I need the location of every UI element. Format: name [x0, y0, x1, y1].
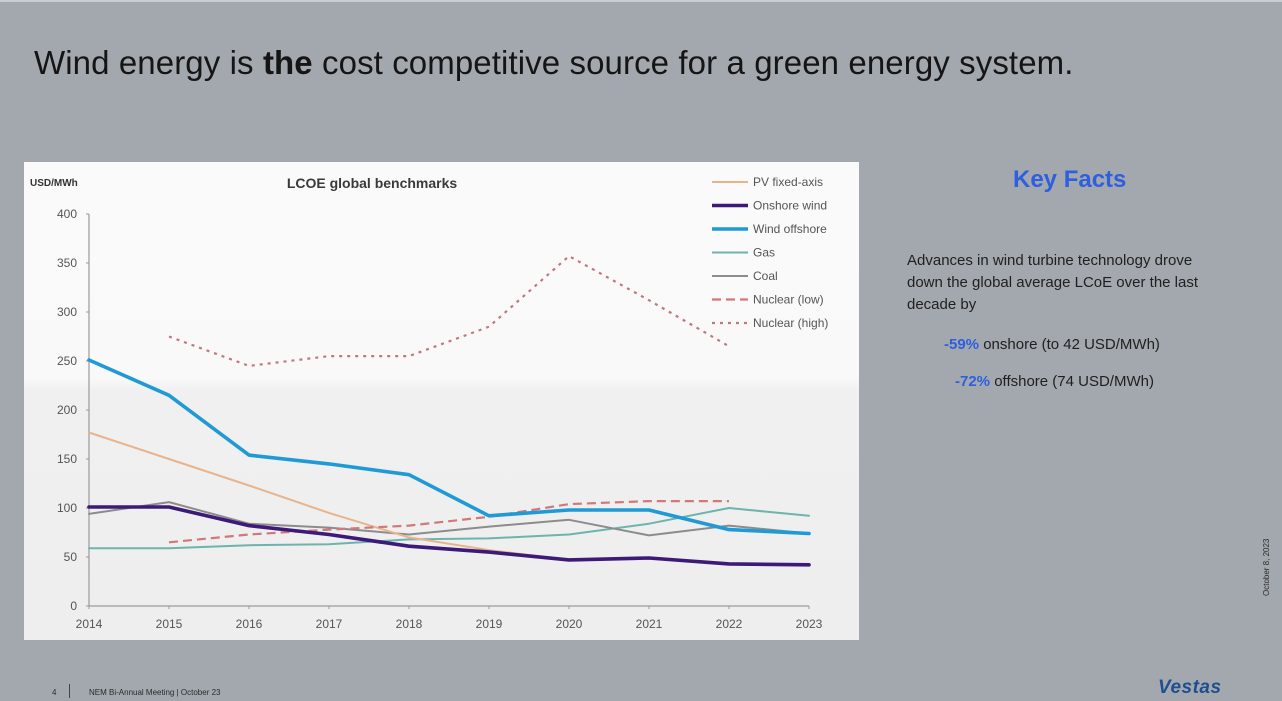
y-tick-label: 300	[57, 305, 77, 319]
x-tick-label: 2015	[156, 617, 183, 631]
y-tick-label: 250	[57, 354, 77, 368]
y-tick-label: 100	[57, 501, 77, 515]
series-line-nuclear-high	[168, 254, 730, 367]
chart-series-layer	[87, 254, 811, 567]
vestas-logo: Vestas	[1158, 677, 1222, 698]
series-line-pv-fixed-axis	[88, 431, 570, 561]
side-date: October 8, 2023	[1262, 538, 1271, 596]
x-tick-label: 2021	[636, 617, 663, 631]
fact-onshore-text: onshore (to 42 USD/MWh)	[979, 336, 1160, 353]
series-line-coal	[88, 501, 810, 537]
legend-label: Gas	[753, 246, 775, 260]
fact-onshore-percent: -59%	[944, 336, 980, 353]
footer-text: NEM Bi-Annual Meeting | October 23	[89, 688, 221, 697]
title-text-bold: the	[262, 44, 313, 81]
series-line-wind-offshore	[87, 358, 811, 536]
x-tick-label: 2017	[316, 617, 343, 631]
x-tick-label: 2019	[476, 617, 503, 631]
title-text-pre: Wind energy is	[34, 44, 263, 81]
key-facts-title: Key Facts	[1013, 166, 1127, 193]
series-line-onshore-wind	[87, 505, 811, 567]
y-tick-label: 400	[57, 207, 77, 221]
y-tick-label: 200	[57, 403, 77, 417]
slide-top-edge	[0, 0, 1282, 2]
chart-svg: USD/MWh LCOE global benchmarks 0 50 100 150…	[30, 175, 828, 631]
legend-label: Nuclear (low)	[753, 293, 824, 307]
legend-label: Coal	[753, 269, 778, 283]
x-tick-label: 2018	[396, 617, 423, 631]
key-facts-body: Advances in wind turbine technology drov…	[907, 252, 1199, 313]
fact-offshore-percent: -72%	[955, 373, 991, 390]
chart-legend: PV fixed-axis Onshore wind Wind offshore Ga…	[712, 175, 828, 330]
legend-label: PV fixed-axis	[753, 175, 823, 189]
fact-offshore-text: offshore (74 USD/MWh)	[990, 373, 1154, 390]
y-tick-label: 0	[70, 599, 77, 613]
footer-divider	[69, 684, 70, 698]
legend-label: Wind offshore	[753, 222, 827, 236]
x-tick-label: 2020	[556, 617, 583, 631]
series-line-gas	[88, 507, 810, 550]
slide-title: Wind energy is the cost competitive sour…	[34, 44, 1074, 82]
x-tick-label: 2016	[236, 617, 263, 631]
x-tick-label: 2014	[76, 617, 103, 631]
fact-offshore: -72% offshore (74 USD/MWh)	[955, 373, 1154, 390]
y-tick-label: 350	[57, 256, 77, 270]
footer-page-number: 4	[52, 688, 57, 697]
y-tick-label: 50	[64, 550, 78, 564]
legend-label: Nuclear (high)	[753, 316, 828, 330]
series-line-nuclear-low	[168, 500, 729, 544]
x-tick-label: 2023	[796, 617, 823, 631]
y-tick-label: 150	[57, 452, 77, 466]
lcoe-chart: USD/MWh LCOE global benchmarks 0 50 100 150…	[24, 162, 859, 640]
chart-title: LCOE global benchmarks	[287, 175, 458, 191]
legend-label: Onshore wind	[753, 199, 827, 213]
x-tick-label: 2022	[716, 617, 743, 631]
chart-y-axis-label: USD/MWh	[30, 178, 78, 189]
chart-axes: 0 50 100 150 200 250 300 350 400 2014 2015 2016 2017…	[57, 207, 823, 631]
fact-onshore: -59% onshore (to 42 USD/MWh)	[944, 336, 1160, 353]
title-text-post: cost competitive source for a green ener…	[312, 44, 1074, 81]
